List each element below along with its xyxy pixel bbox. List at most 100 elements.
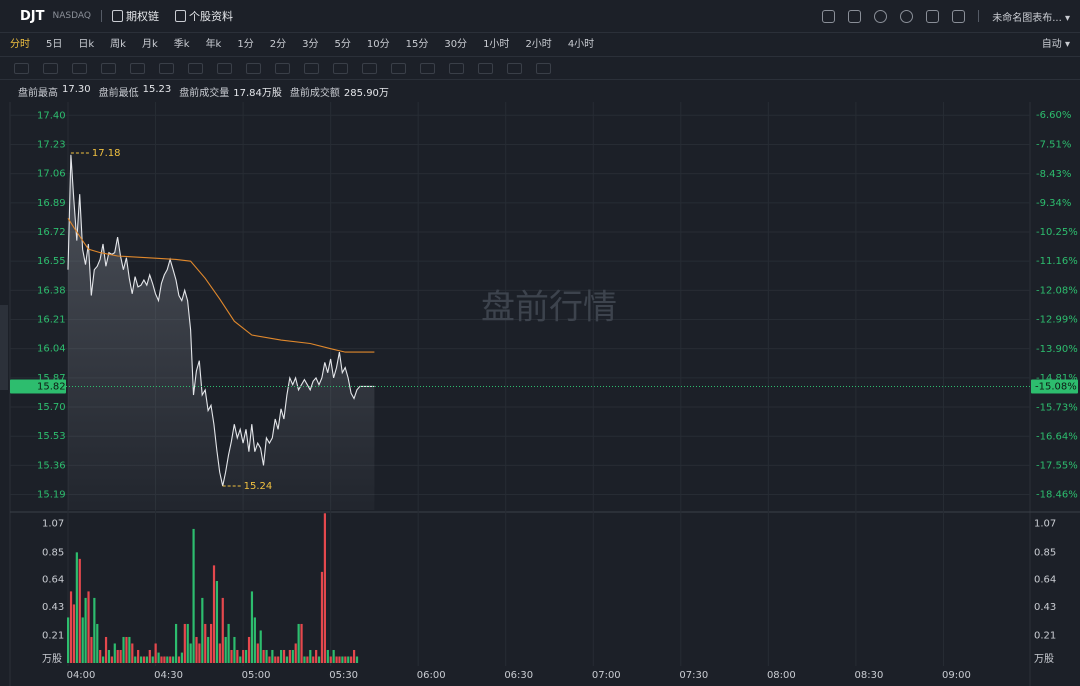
- period[interactable]: 15分: [405, 38, 429, 50]
- volume-bar: [131, 643, 134, 663]
- tool[interactable]: [14, 62, 29, 74]
- tool[interactable]: [333, 62, 348, 74]
- stats-bar: 盘前最高 17.30 盘前最低 15.23 盘前成交量 17.84万股 盘前成交额 285.9…: [0, 82, 1080, 100]
- period[interactable]: 30分: [444, 38, 468, 50]
- tool[interactable]: [43, 62, 58, 74]
- mode-text[interactable]: 自动: [1041, 38, 1062, 50]
- period[interactable]: 1分: [237, 38, 254, 50]
- volume-bar: [163, 656, 166, 663]
- volume-bar: [84, 597, 87, 663]
- icon-button[interactable]: [822, 9, 836, 23]
- volume-bar: [256, 643, 259, 663]
- tool[interactable]: [101, 62, 116, 74]
- tool[interactable]: [420, 62, 435, 74]
- y-tick-label: 0.43: [42, 602, 64, 613]
- tool[interactable]: [536, 62, 551, 74]
- period[interactable]: 2分: [269, 38, 287, 50]
- stat-label: 盘前最低: [98, 87, 139, 99]
- period[interactable]: 4小时: [567, 38, 595, 50]
- mode[interactable]: 自动 ▾: [1041, 38, 1070, 50]
- volume-bar: [139, 656, 143, 663]
- icon-button[interactable]: [848, 9, 862, 23]
- volume-bar: [215, 580, 219, 663]
- volume-bar: [344, 656, 347, 663]
- x-tick-label: 04:00: [67, 670, 96, 681]
- layout-name[interactable]: 未命名图表布...: [992, 12, 1062, 24]
- period[interactable]: 5日: [46, 38, 63, 50]
- icon-button[interactable]: [952, 9, 966, 23]
- link[interactable]: 个股资料: [174, 8, 233, 24]
- period[interactable]: 10分: [366, 38, 390, 50]
- tool[interactable]: [188, 62, 203, 74]
- period[interactable]: 1小时: [483, 38, 510, 50]
- tool[interactable]: [72, 62, 87, 74]
- volume-bar: [282, 649, 286, 663]
- tool[interactable]: [507, 62, 522, 74]
- stat-value: 15.23: [142, 83, 172, 95]
- y-tick-label: 16.55: [37, 256, 66, 267]
- volume-bar: [352, 649, 356, 663]
- x-tick-label: 06:00: [417, 670, 446, 681]
- tool[interactable]: [130, 62, 145, 74]
- link[interactable]: 期权链: [111, 8, 159, 24]
- period[interactable]: 月k: [141, 38, 158, 50]
- period[interactable]: 季k: [173, 38, 190, 50]
- volume-bar: [285, 656, 289, 663]
- period[interactable]: 周k: [110, 38, 126, 50]
- icon-button[interactable]: [900, 9, 914, 23]
- y-tick-label: 15.36: [37, 460, 66, 471]
- volume-bar: [142, 656, 146, 663]
- period[interactable]: 日k: [78, 38, 95, 50]
- volume-bar: [166, 656, 169, 663]
- volume-bar: [218, 643, 221, 663]
- tool[interactable]: [304, 62, 319, 74]
- volume-bar: [262, 649, 265, 663]
- icon-button[interactable]: [926, 9, 940, 23]
- tool[interactable]: [478, 62, 493, 74]
- volume-bar: [69, 591, 73, 663]
- tool[interactable]: [246, 62, 261, 74]
- last-price-label: 15.82: [37, 381, 66, 392]
- volume-bar: [303, 656, 306, 663]
- volume-bar: [137, 649, 140, 663]
- volume-bar: [271, 649, 274, 663]
- volume-bar: [104, 636, 108, 663]
- x-tick-label: 06:30: [504, 670, 533, 681]
- link-text[interactable]: 期权链: [125, 10, 159, 23]
- link-text[interactable]: 个股资料: [188, 10, 233, 23]
- y-tick-label: 16.38: [37, 285, 66, 296]
- tool[interactable]: [362, 62, 377, 74]
- tool[interactable]: [159, 62, 174, 74]
- side-tab[interactable]: [0, 305, 8, 390]
- x-tick-label: 07:00: [592, 670, 621, 681]
- period[interactable]: 年k: [205, 38, 222, 50]
- tool[interactable]: [217, 62, 232, 74]
- period[interactable]: 2小时: [525, 38, 552, 50]
- period[interactable]: 3分: [302, 38, 319, 50]
- y-tick-label: 15.87: [37, 373, 66, 384]
- tool[interactable]: [391, 62, 406, 74]
- volume-bar: [195, 636, 198, 663]
- y-tick-label: 0.21: [42, 631, 64, 642]
- volume-bar: [329, 656, 332, 663]
- volume-bar: [113, 643, 116, 663]
- tool[interactable]: [449, 62, 464, 74]
- y-tick-label: 0.85: [42, 547, 64, 558]
- period[interactable]: 5分: [334, 38, 351, 50]
- volume-bar: [192, 528, 195, 663]
- volume-bar: [102, 656, 105, 663]
- price-line: [67, 154, 375, 487]
- volume-bar: [315, 649, 318, 663]
- volume-bar: [221, 597, 224, 663]
- period[interactable]: 分时: [10, 38, 30, 50]
- icon-button[interactable]: [874, 9, 888, 23]
- y-tick-label: 15.70: [37, 402, 66, 413]
- volume-bar: [67, 617, 70, 663]
- tool[interactable]: [275, 62, 290, 74]
- layout-menu[interactable]: 未命名图表布... ▾: [992, 12, 1070, 24]
- volume-bar: [259, 630, 262, 663]
- volume-bar: [110, 656, 113, 663]
- volume-bar: [107, 649, 111, 663]
- volume-bar: [332, 649, 335, 663]
- volume-bar: [186, 623, 189, 663]
